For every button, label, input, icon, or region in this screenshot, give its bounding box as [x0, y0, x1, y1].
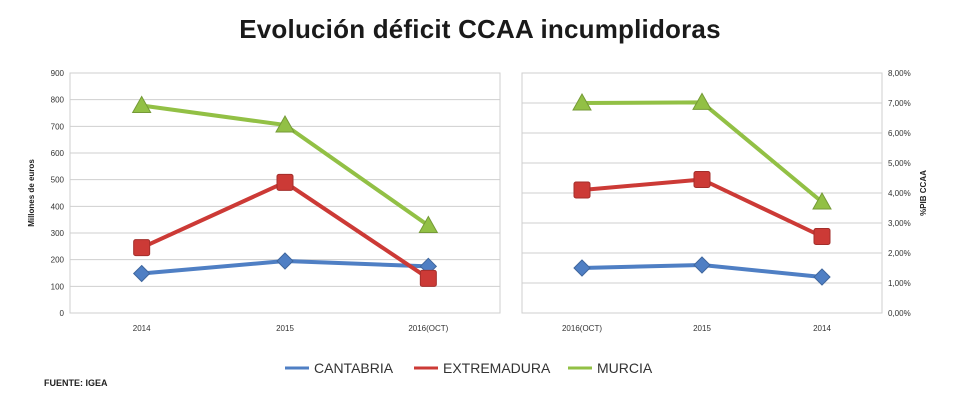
x-tick-label: 2015	[693, 324, 711, 333]
point-extremadura	[573, 181, 591, 199]
point-cantabria	[132, 264, 151, 283]
y-tick-label: 6,00%	[888, 129, 911, 138]
legend-label-extremadura: EXTREMADURA	[443, 360, 551, 376]
x-tick-label: 2015	[276, 324, 294, 333]
source-note: FUENTE: IGEA	[44, 378, 108, 388]
point-cantabria	[813, 268, 831, 286]
point-murcia	[418, 215, 439, 234]
y-tick-label: 700	[51, 122, 65, 131]
left-chart: 0 100 200 300 400 500 600 700 800 900 2014 2015 2016…	[27, 69, 501, 333]
y-axis-title: %PIB CCAA	[919, 170, 928, 216]
x-tick-label: 2016(OCT)	[562, 324, 602, 333]
point-murcia	[131, 95, 152, 114]
series-cantabria	[132, 252, 438, 283]
y-tick-label: 1,00%	[888, 279, 911, 288]
y-tick-label: 300	[51, 229, 65, 238]
y-tick-label: 7,00%	[888, 99, 911, 108]
y-tick-label: 2,00%	[888, 249, 911, 258]
series-cantabria	[573, 256, 831, 286]
plot-frame	[521, 72, 883, 314]
right-chart: 0,00% 1,00% 2,00% 3,00% 4,00% 5,00% 6,00% 7,00%…	[521, 69, 928, 333]
point-extremadura	[276, 173, 294, 191]
y-tick-label: 0,00%	[888, 309, 911, 318]
series-murcia	[131, 95, 439, 234]
y-tick-label: 8,00%	[888, 69, 911, 78]
plot-frame	[69, 72, 501, 314]
point-murcia	[692, 92, 712, 110]
y-tick-label: 900	[51, 69, 65, 78]
point-cantabria	[573, 259, 591, 277]
series-extremadura	[573, 171, 831, 245]
point-murcia	[572, 92, 592, 111]
y-tick-label: 3,00%	[888, 219, 911, 228]
point-extremadura	[133, 239, 151, 257]
point-extremadura	[693, 171, 711, 188]
legend: CANTABRIA EXTREMADURA MURCIA	[285, 360, 653, 376]
x-tick-label: 2014	[813, 324, 831, 333]
legend-label-murcia: MURCIA	[597, 360, 653, 376]
y-tick-label: 0	[60, 309, 65, 318]
point-murcia	[812, 191, 832, 210]
y-tick-label: 4,00%	[888, 189, 911, 198]
point-extremadura	[813, 228, 831, 245]
y-tick-label: 400	[51, 202, 65, 211]
point-cantabria	[276, 252, 294, 270]
series-extremadura	[133, 173, 437, 287]
point-extremadura	[419, 269, 437, 287]
series-line-extremadura	[581, 177, 823, 239]
y-tick-label: 100	[51, 282, 65, 291]
y-tick-label: 500	[51, 176, 65, 185]
x-tick-label: 2014	[133, 324, 151, 333]
y-tick-label: 5,00%	[888, 159, 911, 168]
point-murcia	[275, 114, 295, 133]
y-tick-label: 800	[51, 96, 65, 105]
x-tick-label: 2016(OCT)	[408, 324, 448, 333]
y-tick-label: 200	[51, 256, 65, 265]
point-cantabria	[693, 256, 711, 274]
y-tick-label: 600	[51, 149, 65, 158]
legend-label-cantabria: CANTABRIA	[314, 360, 394, 376]
series-murcia	[572, 92, 832, 210]
chart-title: Evolución déficit CCAA incumplidoras	[239, 14, 721, 44]
y-axis-title: Millones de euros	[27, 159, 36, 227]
